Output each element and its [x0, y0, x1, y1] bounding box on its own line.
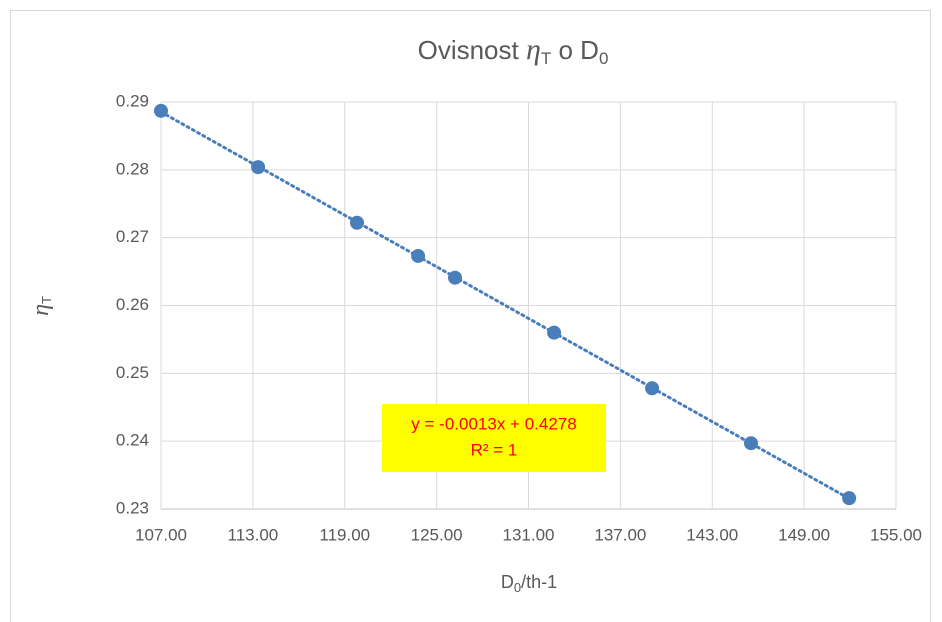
- grid: 0.23 0.24 0.25 0.26 0.27 0.28 0.29 107.00 113.00…: [116, 91, 922, 544]
- title-part: o D: [551, 35, 599, 65]
- x-tick-label: 113.00: [228, 525, 279, 544]
- x-label-part: 0: [514, 580, 521, 595]
- trendline: [159, 110, 851, 501]
- x-tick-label: 137.00: [594, 525, 646, 544]
- y-tick-label: 0.23: [116, 498, 149, 517]
- point: [645, 381, 660, 396]
- point: [350, 215, 364, 230]
- point: [411, 248, 426, 263]
- chart-title: Ovisnost ηT o D0: [418, 33, 609, 69]
- title-part: η: [526, 33, 541, 66]
- y-tick-label: 0.28: [116, 159, 149, 178]
- x-tick-label: 107.00: [135, 525, 187, 544]
- annotation-line: R² = 1: [471, 440, 518, 459]
- x-tick-label: 119.00: [319, 525, 370, 544]
- point: [743, 436, 758, 451]
- x-tick-label: 125.00: [411, 525, 463, 544]
- title-part: 0: [599, 49, 608, 68]
- y-tick-label: 0.29: [116, 91, 149, 110]
- x-tick-label: 155.00: [870, 525, 922, 544]
- point: [842, 491, 857, 506]
- point: [154, 103, 168, 118]
- y-axis-label: ηT: [28, 296, 55, 316]
- y-tick-label: 0.27: [116, 227, 149, 246]
- y-label-part: η: [28, 304, 54, 316]
- annotation-box: [382, 404, 606, 472]
- y-label-part: T: [39, 296, 54, 304]
- point: [448, 270, 462, 285]
- y-tick-label: 0.25: [116, 363, 149, 382]
- y-tick-label: 0.26: [116, 295, 149, 314]
- x-axis-label: D0/th-1: [501, 572, 557, 596]
- marks: [154, 103, 857, 506]
- annotation-line: y = -0.0013x + 0.4278: [411, 414, 576, 433]
- x-tick-label: 131.00: [503, 525, 555, 544]
- x-tick-label: 143.00: [686, 525, 738, 544]
- point: [547, 325, 562, 340]
- y-tick-label: 0.24: [116, 431, 149, 450]
- x-label-part: D: [501, 572, 514, 592]
- title-part: T: [541, 49, 551, 68]
- title-part: Ovisnost: [418, 35, 526, 65]
- point: [251, 160, 266, 175]
- x-tick-label: 149.00: [778, 525, 830, 544]
- annotation: y = -0.0013x + 0.4278 R² = 1: [382, 404, 606, 472]
- x-label-part: /th-1: [521, 572, 557, 592]
